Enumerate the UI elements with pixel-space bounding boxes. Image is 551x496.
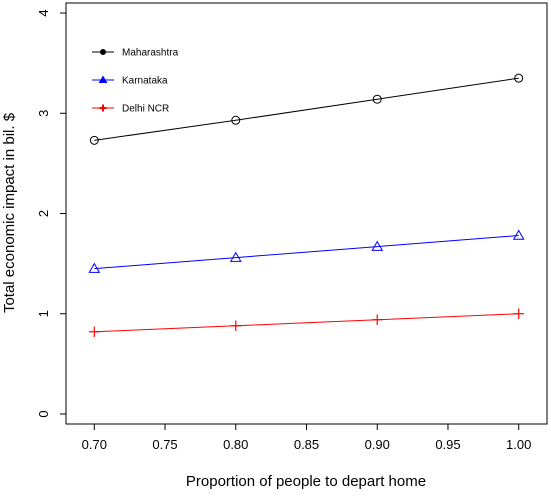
legend-label: Delhi NCR	[122, 104, 169, 115]
legend-entry: Karnataka	[92, 76, 168, 87]
data-point	[230, 320, 241, 331]
legend-marker	[98, 75, 108, 83]
series-maharashtra	[89, 73, 524, 145]
series-layer	[88, 73, 525, 337]
x-tick-label: 0.90	[365, 437, 390, 452]
legend-label: Maharashtra	[122, 48, 179, 59]
y-tick-label: 0	[36, 410, 51, 417]
y-tick-label: 1	[36, 310, 51, 317]
x-tick-label: 0.95	[435, 437, 460, 452]
series-line	[94, 77, 519, 141]
series-line	[94, 235, 519, 270]
x-tick-label: 0.75	[152, 437, 177, 452]
data-point	[372, 314, 383, 325]
data-point	[371, 240, 384, 251]
x-tick-label: 0.80	[223, 437, 248, 452]
legend-label: Karnataka	[122, 76, 168, 87]
y-axis-title: Total economic impact in bil. $	[1, 112, 18, 313]
data-point	[513, 308, 524, 319]
y-tick-label: 3	[36, 110, 51, 117]
plot-frame	[65, 2, 548, 425]
legend-marker	[100, 49, 106, 55]
legend-entry: Delhi NCR	[92, 104, 169, 115]
legend-marker	[99, 104, 107, 112]
data-point	[88, 262, 101, 273]
data-point	[372, 94, 382, 104]
series-delhi-ncr	[89, 308, 524, 337]
y-tick-label: 2	[36, 210, 51, 217]
legend: Maharashtra Karnataka Delhi NCR	[92, 48, 179, 115]
x-tick-label: 1.00	[506, 437, 531, 452]
x-axis: 0.70 0.75 0.80 0.85 0.90 0.95 1.00	[82, 424, 531, 452]
x-tick-label: 0.85	[294, 437, 319, 452]
data-point	[231, 115, 241, 125]
data-point	[512, 229, 525, 240]
y-tick-label: 4	[36, 9, 51, 16]
data-point	[229, 251, 242, 262]
data-point	[89, 135, 99, 145]
data-point	[89, 326, 100, 337]
x-axis-title: Proportion of people to depart home	[186, 473, 426, 490]
legend-entry: Maharashtra	[92, 48, 179, 59]
y-axis: 0 1 2 3 4	[36, 9, 66, 418]
series-line	[94, 313, 519, 333]
series-karnataka	[88, 229, 525, 273]
x-tick-label: 0.70	[82, 437, 107, 452]
data-point	[514, 73, 524, 83]
